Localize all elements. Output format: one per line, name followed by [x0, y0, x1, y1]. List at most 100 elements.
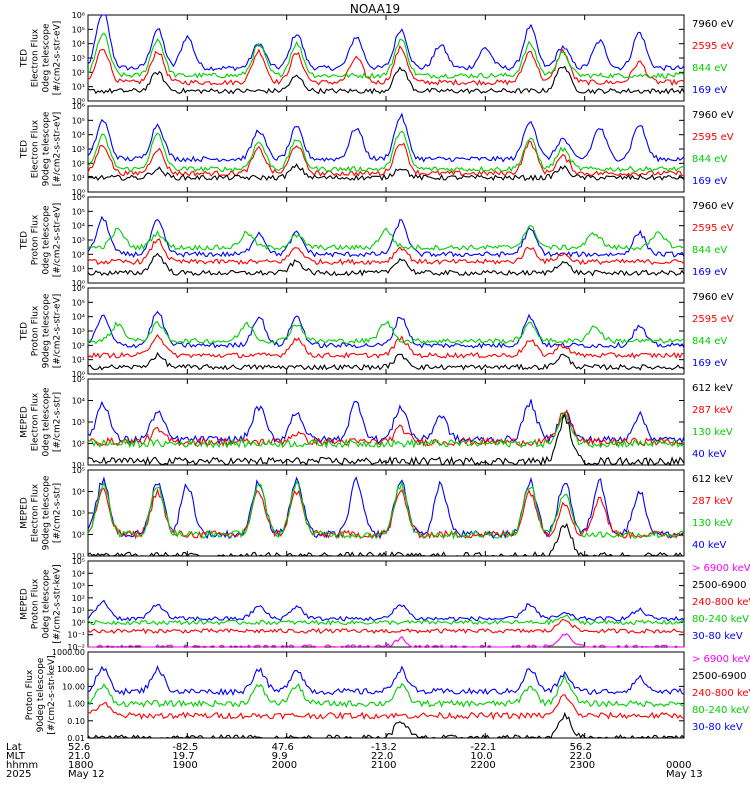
y-axis-label-line: TED [20, 231, 30, 250]
series-line-red [87, 238, 685, 266]
legend-entry: 30-80 keV [692, 631, 743, 642]
series-line-black [87, 711, 685, 739]
x-tick-label: 2200 [470, 760, 495, 771]
y-axis-label-line: 90deg telescope [42, 475, 52, 550]
legend-entry: 7960 eV [692, 292, 734, 303]
series-line-green [87, 614, 685, 626]
series-line-black [87, 351, 685, 371]
y-axis-label-line: [#/cm2-s-str-keV] [53, 564, 63, 643]
legend-entry: 40 keV [692, 540, 726, 551]
y-axis-label-line: Proton Flux [25, 669, 35, 720]
legend-entry: 80-240 keV [692, 705, 749, 716]
x-tick-label: -82.5 [172, 742, 198, 753]
legend-entry: 844 eV [692, 154, 727, 165]
x-tick-label: 10.0 [470, 751, 492, 762]
y-axis-label-line: 0deg telescope [42, 23, 52, 93]
series-line-red [87, 44, 685, 87]
y-tick-label: 10¹ [72, 606, 85, 615]
y-axis-label-line: Electron Flux [31, 483, 41, 542]
y-tick-label: 10³ [72, 509, 85, 518]
y-axis-label-line: 90deg telescope [42, 111, 52, 186]
x-tick-label: 2100 [371, 760, 396, 771]
y-tick-label: 10⁴ [72, 313, 85, 322]
x-tick-label: 2300 [570, 760, 595, 771]
y-axis-label-line: TED [20, 49, 30, 68]
y-tick-label: 10³ [72, 145, 85, 154]
legend-entry: 287 keV [692, 405, 733, 416]
x-tick-label: 22.0 [371, 751, 393, 762]
y-tick-label: 10⁰ [72, 97, 85, 106]
y-tick-label: 10¹ [72, 552, 85, 561]
y-axis-label-line: TED [20, 140, 30, 159]
y-axis-label-line: Electron Flux [31, 119, 41, 178]
legend-entry: 844 eV [692, 336, 727, 347]
series-line-green [87, 320, 685, 345]
y-tick-label: 10⁵ [72, 298, 85, 307]
y-tick-label: 10³ [72, 582, 85, 591]
x-tick-label: 22.0 [570, 751, 592, 762]
legend-entry: 169 eV [692, 267, 727, 278]
y-axis-label-line: 0deg telescope [42, 569, 52, 639]
x-tick-label: May 13 [666, 769, 703, 780]
y-axis-label-line: 0deg telescope [42, 387, 52, 457]
y-axis-label: MEPEDProton Flux0deg telescope[#/cm2-s-s… [20, 564, 63, 643]
series-line-magenta [87, 632, 684, 648]
legend-entry: 2500-6900 [692, 671, 747, 682]
series-line-blue [87, 399, 685, 446]
y-tick-label: 10⁶ [72, 193, 85, 202]
series-line-black [87, 163, 685, 182]
y-axis-label: MEPEDElectron Flux0deg telescope[#/cm2-s… [20, 387, 63, 457]
y-tick-label: 10⁵ [72, 25, 85, 34]
x-tick-label: 56.2 [570, 742, 592, 753]
y-axis-label-line: [#/cm2-s-str-eV] [53, 203, 63, 278]
y-axis-label-line: TED [20, 322, 30, 341]
x-tick-label: 9.9 [272, 751, 288, 762]
legend-entry: 287 keV [692, 496, 733, 507]
legend-entry: 2595 eV [692, 223, 734, 234]
y-tick-label: 10² [72, 341, 85, 350]
y-tick-label: 10⁻¹ [67, 631, 85, 640]
panel-6: 10¹ 10² 10³ 10⁴ 10⁵ MEPEDElectron Flux90deg t… [20, 466, 733, 561]
y-tick-label: 10⁴ [72, 488, 85, 497]
legend-entry: 2595 eV [692, 41, 734, 52]
y-tick-label: 10.00 [62, 682, 85, 691]
legend-entry: 240-800 keV [692, 688, 750, 699]
y-tick-label: 10⁵ [72, 557, 85, 566]
y-tick-label: 10² [72, 68, 85, 77]
legend-entry: 844 eV [692, 63, 727, 74]
series-line-red [87, 618, 685, 635]
legend-entry: 7960 eV [692, 19, 734, 30]
y-axis-label-line: Electron Flux [31, 28, 41, 87]
y-tick-label: 10³ [72, 54, 85, 63]
series-line-blue [87, 14, 685, 72]
series-line-green [87, 673, 685, 708]
series-line-blue [87, 665, 685, 696]
chart-title: NOAA19 [349, 2, 401, 16]
legend-entry: 7960 eV [692, 201, 734, 212]
x-tick-label: 47.6 [272, 742, 294, 753]
y-tick-label: 10⁵ [72, 116, 85, 125]
panel-frame [87, 469, 685, 557]
legend-entry: 169 eV [692, 176, 727, 187]
legend-entry: 169 eV [692, 358, 727, 369]
legend-entry: 130 keV [692, 427, 733, 438]
y-axis-label-line: [#/cm2-s-str-eV] [53, 294, 63, 369]
y-tick-label: 10² [72, 250, 85, 259]
legend-entry: 130 keV [692, 518, 733, 529]
panel-frame [87, 378, 685, 466]
y-tick-label: 10³ [72, 327, 85, 336]
y-tick-label: 100.00 [57, 665, 85, 674]
y-axis-label-line: [#/cm2-s-str] [53, 483, 63, 543]
y-axis-label-line: Proton Flux [31, 578, 41, 629]
y-axis-label: TEDProton Flux0deg telescope[#/cm2-s-str… [20, 203, 63, 278]
legend-entry: 240-800 keV [692, 597, 750, 608]
y-tick-label: 10⁰ [72, 370, 85, 379]
series-line-red [87, 139, 685, 177]
y-axis-label-line: 90deg telescope [42, 293, 52, 368]
y-axis-label: Proton Flux90deg telescope[#/cm2-s-str-k… [25, 655, 57, 734]
series-line-red [87, 487, 685, 540]
y-tick-label: 10¹ [72, 265, 85, 274]
y-axis-label: MEPEDElectron Flux90deg telescope[#/cm2-… [20, 475, 63, 550]
